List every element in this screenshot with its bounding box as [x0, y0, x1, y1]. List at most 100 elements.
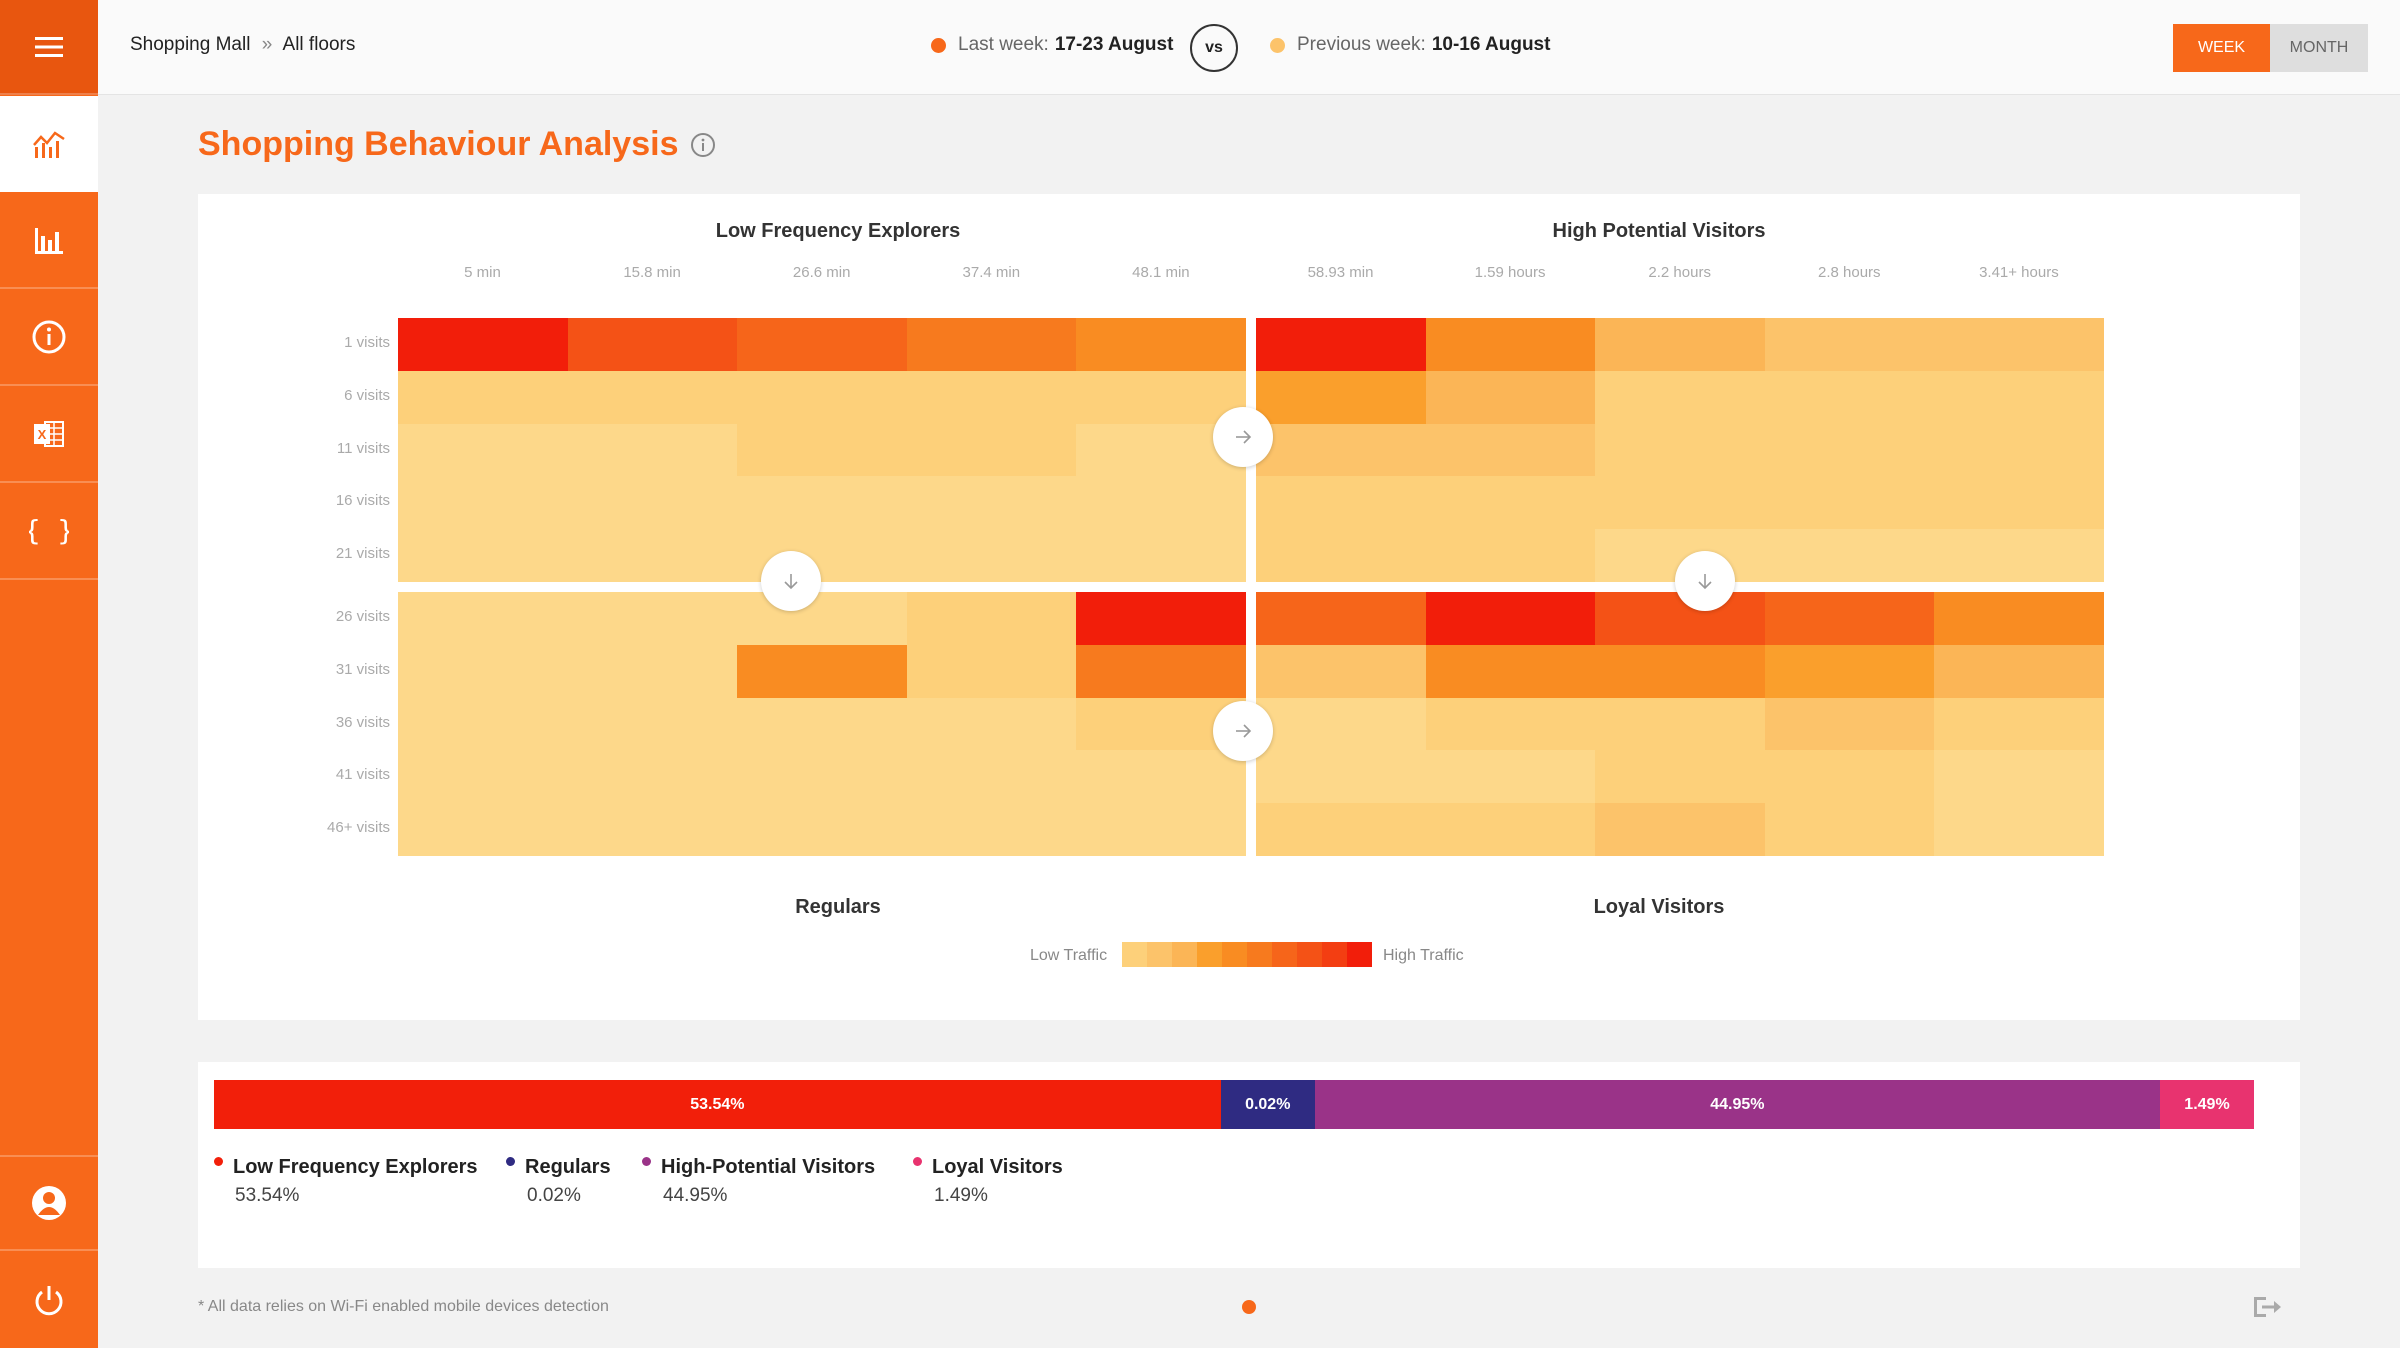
heatmap-cell[interactable] [1595, 318, 1766, 372]
sidebar-item-api[interactable]: { } [0, 484, 98, 580]
heatmap-cell[interactable] [1425, 318, 1596, 372]
heatmap-cell[interactable] [1076, 318, 1247, 372]
heatmap-cell[interactable] [1076, 803, 1247, 857]
heatmap-cell[interactable] [1595, 423, 1766, 477]
heatmap-cell[interactable] [1076, 750, 1247, 804]
distribution-segment[interactable]: 1.49% [2159, 1080, 2254, 1129]
distribution-segment[interactable]: 0.02% [1220, 1080, 1315, 1129]
month-button[interactable]: MONTH [2270, 24, 2368, 72]
heatmap-cell[interactable] [1076, 529, 1247, 583]
heatmap-cell[interactable] [1764, 750, 1935, 804]
arrow-right-button[interactable] [1213, 407, 1273, 467]
sidebar-item-analysis[interactable] [0, 96, 98, 192]
heatmap-cell[interactable] [906, 529, 1077, 583]
heatmap-cell[interactable] [906, 423, 1077, 477]
heatmap-cell[interactable] [398, 592, 569, 646]
heatmap-cell[interactable] [906, 476, 1077, 530]
heatmap-cell[interactable] [1595, 697, 1766, 751]
heatmap-cell[interactable] [1256, 697, 1427, 751]
heatmap-cell[interactable] [1764, 423, 1935, 477]
heatmap-cell[interactable] [567, 803, 738, 857]
heatmap-cell[interactable] [1256, 318, 1427, 372]
heatmap-cell[interactable] [1256, 370, 1427, 425]
heatmap-cell[interactable] [1595, 476, 1766, 530]
heatmap-cell[interactable] [1595, 644, 1766, 699]
sidebar-item-reports[interactable] [0, 193, 98, 289]
heatmap-cell[interactable] [1256, 803, 1427, 857]
heatmap-cell[interactable] [398, 476, 569, 530]
heatmap-cell[interactable] [398, 318, 569, 372]
heatmap-cell[interactable] [1764, 644, 1935, 699]
heatmap-cell[interactable] [567, 644, 738, 699]
heatmap-cell[interactable] [398, 750, 569, 804]
heatmap-cell[interactable] [398, 370, 569, 425]
heatmap-cell[interactable] [906, 318, 1077, 372]
heatmap-cell[interactable] [1425, 476, 1596, 530]
heatmap-cell[interactable] [1425, 529, 1596, 583]
heatmap-cell[interactable] [1934, 697, 2105, 751]
heatmap-cell[interactable] [398, 644, 569, 699]
pagination-dot[interactable] [1242, 1300, 1256, 1314]
heatmap-cell[interactable] [1076, 644, 1247, 699]
sidebar-item-info[interactable] [0, 290, 98, 386]
heatmap-cell[interactable] [1425, 370, 1596, 425]
heatmap-cell[interactable] [1934, 644, 2105, 699]
sidebar-item-excel[interactable]: X [0, 387, 98, 483]
heatmap-cell[interactable] [1425, 423, 1596, 477]
heatmap-cell[interactable] [1076, 476, 1247, 530]
heatmap-cell[interactable] [1256, 750, 1427, 804]
heatmap-cell[interactable] [1764, 592, 1935, 646]
heatmap-cell[interactable] [906, 644, 1077, 699]
heatmap-cell[interactable] [567, 750, 738, 804]
heatmap-cell[interactable] [1595, 592, 1766, 646]
heatmap-cell[interactable] [737, 370, 908, 425]
heatmap-cell[interactable] [1764, 318, 1935, 372]
heatmap-cell[interactable] [1934, 592, 2105, 646]
heatmap-cell[interactable] [1425, 592, 1596, 646]
heatmap-cell[interactable] [1934, 803, 2105, 857]
heatmap-cell[interactable] [398, 803, 569, 857]
heatmap-cell[interactable] [1595, 370, 1766, 425]
heatmap-cell[interactable] [1764, 529, 1935, 583]
heatmap-cell[interactable] [1934, 423, 2105, 477]
distribution-segment[interactable]: 44.95% [1314, 1080, 2160, 1129]
breadcrumb-current[interactable]: All floors [282, 34, 356, 55]
arrow-right-button[interactable] [1213, 701, 1273, 761]
heatmap-cell[interactable] [398, 697, 569, 751]
heatmap-cell[interactable] [906, 592, 1077, 646]
breadcrumb-root[interactable]: Shopping Mall [130, 34, 251, 55]
heatmap-cell[interactable] [1256, 423, 1427, 477]
heatmap-cell[interactable] [1425, 644, 1596, 699]
heatmap-cell[interactable] [1256, 476, 1427, 530]
heatmap-cell[interactable] [1764, 476, 1935, 530]
heatmap-cell[interactable] [906, 750, 1077, 804]
heatmap-cell[interactable] [1764, 697, 1935, 751]
heatmap-cell[interactable] [1256, 644, 1427, 699]
distribution-segment[interactable]: 53.54% [214, 1080, 1221, 1129]
heatmap-cell[interactable] [1595, 803, 1766, 857]
heatmap-cell[interactable] [1764, 370, 1935, 425]
heatmap-cell[interactable] [906, 803, 1077, 857]
sidebar-item-user[interactable] [0, 1155, 98, 1251]
heatmap-cell[interactable] [737, 644, 908, 699]
week-button[interactable]: WEEK [2173, 24, 2270, 72]
info-icon[interactable] [690, 132, 716, 158]
heatmap-cell[interactable] [1595, 750, 1766, 804]
heatmap-cell[interactable] [567, 370, 738, 425]
heatmap-cell[interactable] [1934, 750, 2105, 804]
heatmap-cell[interactable] [737, 803, 908, 857]
heatmap-cell[interactable] [567, 423, 738, 477]
heatmap-cell[interactable] [737, 476, 908, 530]
heatmap-cell[interactable] [1076, 592, 1247, 646]
heatmap-cell[interactable] [1256, 592, 1427, 646]
heatmap-cell[interactable] [1934, 318, 2105, 372]
heatmap-cell[interactable] [1256, 529, 1427, 583]
heatmap-cell[interactable] [737, 423, 908, 477]
heatmap-cell[interactable] [1425, 697, 1596, 751]
heatmap-cell[interactable] [1425, 803, 1596, 857]
heatmap-cell[interactable] [1076, 370, 1247, 425]
heatmap-cell[interactable] [567, 697, 738, 751]
heatmap-cell[interactable] [1934, 476, 2105, 530]
heatmap-cell[interactable] [398, 423, 569, 477]
heatmap-cell[interactable] [737, 318, 908, 372]
